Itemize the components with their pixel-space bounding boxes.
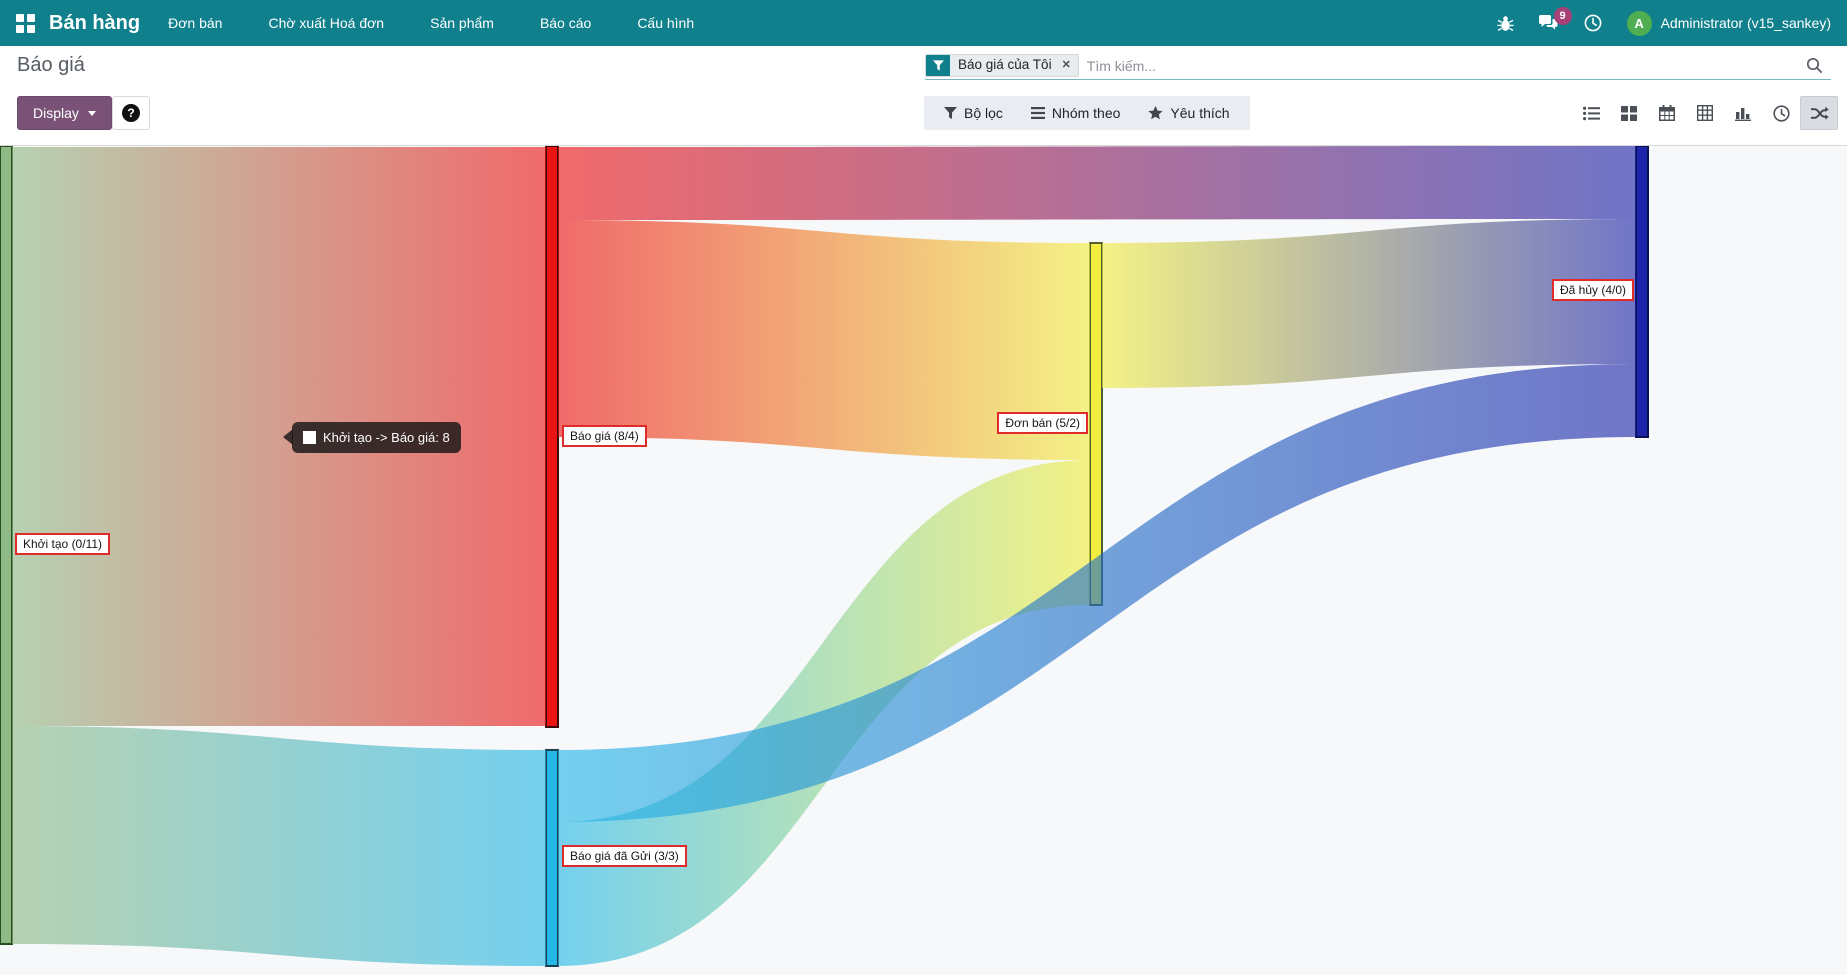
sankey-icon [1810,106,1829,121]
sankey-node-da_huy[interactable] [1635,145,1649,438]
messages-count-badge: 9 [1553,6,1572,25]
sankey-node-khoi_tao[interactable] [0,145,13,945]
view-switch-kanban[interactable] [1610,96,1648,130]
facet-remove-icon[interactable]: ✕ [1061,59,1071,71]
view-switch-pivot[interactable] [1686,96,1724,130]
tooltip-swatch-icon [303,431,316,444]
view-switch-graph[interactable] [1724,96,1762,130]
control-panel: Báo giá Báo giá của Tôi ✕ Display [0,46,1847,145]
sankey-link-khoi_tao-to-bao_gia_da_gui[interactable] [12,726,546,966]
kanban-icon [1621,105,1637,121]
sankey-link-don_ban-to-da_huy[interactable] [1102,219,1636,388]
nav-menu-item[interactable]: Chờ xuất Hoá đơn [268,15,385,31]
view-switch-sankey[interactable] [1800,96,1838,130]
favorites-star-icon [1148,106,1164,120]
systray: 9 A Administrator (v15_sankey) [1496,6,1831,36]
view-switch-activity[interactable] [1762,96,1800,130]
sankey-node-bao_gia[interactable] [545,145,559,728]
app-brand[interactable]: Bán hàng [49,11,141,34]
sankey-tooltip: Khởi tạo -> Báo giá: 8 [292,422,461,453]
chevron-down-icon [87,110,96,116]
user-name: Administrator (v15_sankey) [1660,15,1831,31]
facet-label: Báo giá của Tôi [958,57,1052,72]
group-by-button[interactable]: Nhóm theo [1017,96,1134,130]
node-label-bao_gia: Báo giá (8/4) [562,425,647,447]
nav-menu-item[interactable]: Cấu hình [637,15,695,31]
sankey-node-bao_gia_da_gui[interactable] [545,749,559,967]
graph-icon [1734,105,1752,121]
search-input[interactable] [1078,57,1806,74]
search-bar[interactable]: Báo giá của Tôi ✕ [925,52,1831,80]
nav-menu: Đơn bán Chờ xuất Hoá đơn Sản phẩm Báo cáo Cấ… [168,15,694,31]
display-button[interactable]: Display [17,96,112,130]
avatar: A [1626,10,1652,36]
user-menu[interactable]: A Administrator (v15_sankey) [1626,10,1831,36]
facet-funnel-icon [926,55,950,76]
messages-icon[interactable]: 9 [1538,6,1572,32]
debug-bug-icon[interactable] [1496,15,1514,32]
filter-button-label: Yêu thích [1170,105,1230,121]
search-facet[interactable]: Báo giá của Tôi ✕ [925,54,1079,77]
node-label-don_ban: Đơn bán (5/2) [997,412,1088,434]
group-by-icon [1030,107,1045,119]
tooltip-text: Khởi tạo -> Báo giá: 8 [323,430,450,445]
filter-button[interactable]: Bộ lọc [930,96,1017,130]
display-button-label: Display [33,105,79,121]
list-icon [1582,106,1600,121]
activities-clock-icon[interactable] [1584,14,1602,32]
top-navbar: Bán hàng Đơn bán Chờ xuất Hoá đơn Sản phẩm… [0,0,1847,46]
view-switcher [1572,96,1838,130]
sankey-link-bao_gia_da_gui-to-da_huy[interactable] [558,364,1636,822]
sankey-node-don_ban[interactable] [1089,242,1103,606]
search-icon[interactable] [1806,57,1823,74]
view-switch-calendar[interactable] [1648,96,1686,130]
filter-button-label: Bộ lọc [964,105,1003,121]
node-label-bao_gia_da_gui: Báo giá đã Gửi (3/3) [562,845,687,867]
nav-menu-item[interactable]: Đơn bán [168,15,223,31]
nav-menu-item[interactable]: Báo cáo [539,15,592,31]
pivot-icon [1697,105,1713,121]
node-label-da_huy: Đã hủy (4/0) [1551,279,1634,301]
filter-group: Bộ lọc Nhóm theo Yêu thích [924,96,1250,130]
filter-button-label: Nhóm theo [1051,105,1121,121]
sankey-link-bao_gia-to-da_huy[interactable] [558,146,1636,220]
favorites-star-button[interactable]: Yêu thích [1134,96,1243,130]
sankey-link-khoi_tao-to-bao_gia[interactable] [12,147,546,726]
tooltip-arrow [283,429,293,445]
page-title: Báo giá [17,54,85,76]
calendar-icon [1659,105,1675,121]
apps-grid-icon[interactable] [16,13,35,33]
question-mark-icon: ? [122,104,140,122]
view-switch-list[interactable] [1572,96,1610,130]
chart-top-border [0,145,1847,146]
sankey-link-bao_gia-to-don_ban[interactable] [558,220,1090,460]
filter-icon [944,107,957,119]
help-button[interactable]: ? [112,96,150,130]
activity-icon [1772,104,1790,122]
node-label-khoi_tao: Khởi tạo (0/11) [15,533,111,555]
nav-menu-item[interactable]: Sản phẩm [430,15,494,31]
